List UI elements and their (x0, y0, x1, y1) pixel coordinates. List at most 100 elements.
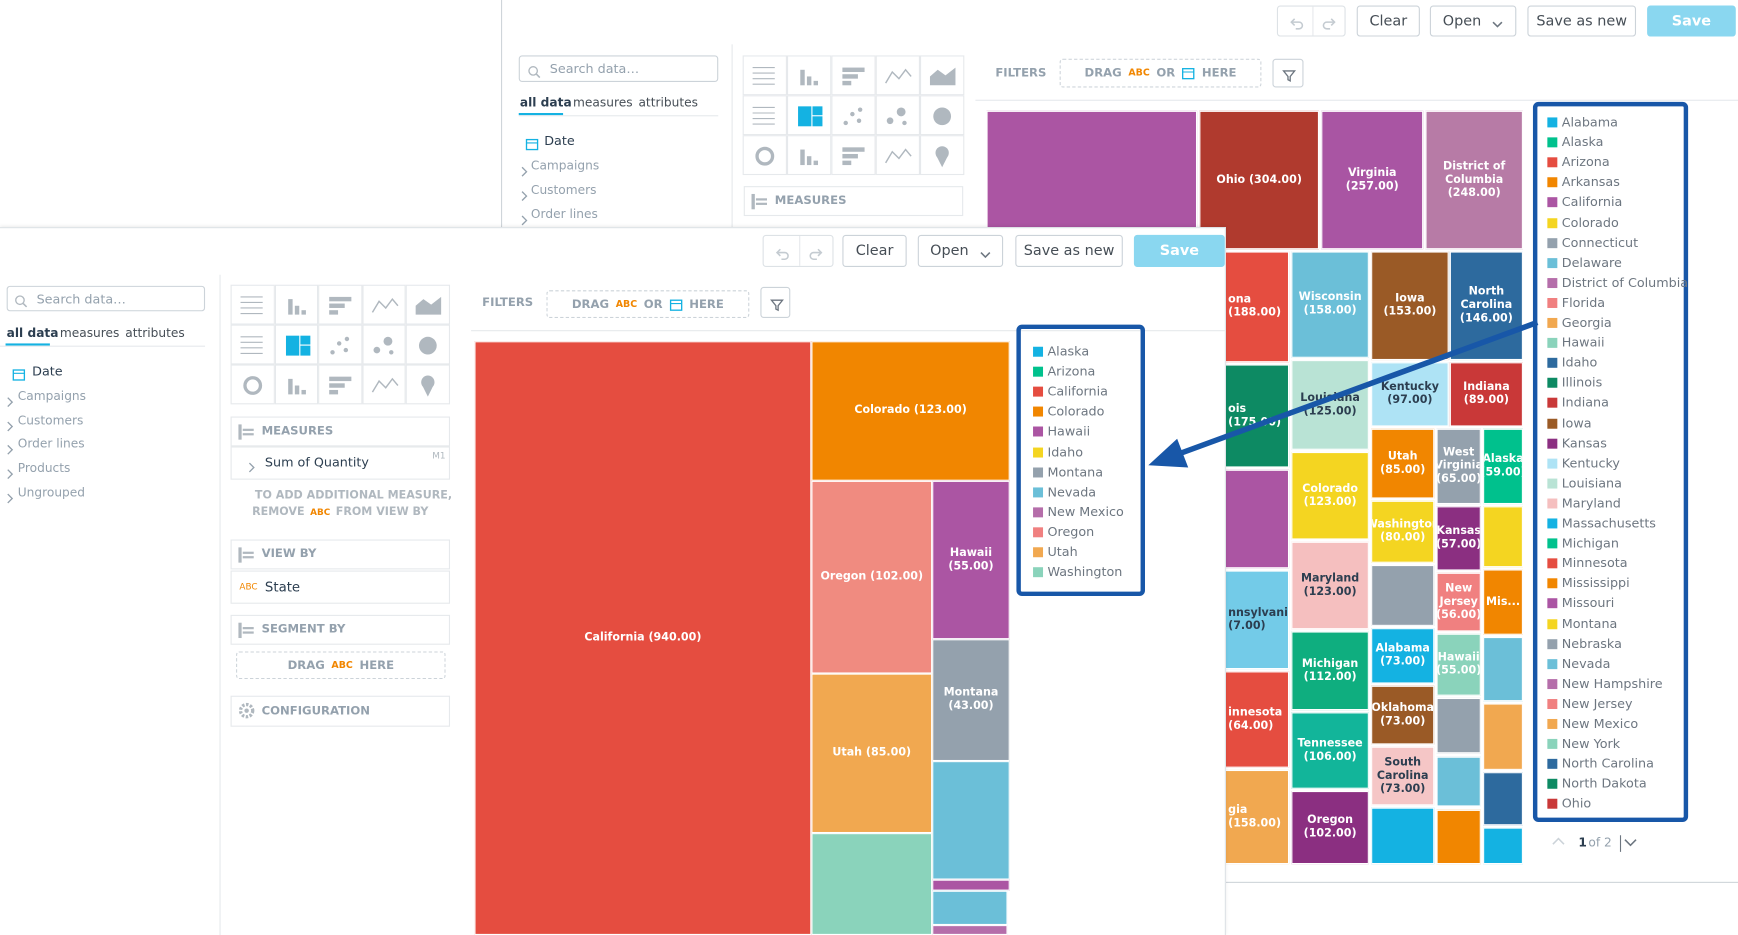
measure-item[interactable] (230, 446, 451, 480)
tree-item[interactable]: Date (544, 132, 575, 149)
tab[interactable]: all data (519, 95, 572, 110)
view-by-item[interactable] (230, 570, 451, 604)
section-header: VIEW BY (261, 547, 317, 561)
legend-label: New Mexico (1561, 715, 1639, 732)
button-label: Save (1159, 242, 1199, 260)
icon-part (535, 73, 541, 79)
icon-part (419, 336, 438, 355)
icon-part (800, 69, 819, 86)
section-header-box (230, 539, 451, 570)
chart-type-button[interactable] (230, 364, 275, 405)
tab[interactable]: all data (6, 325, 59, 341)
tree-item[interactable]: Products (17, 460, 71, 476)
chart-type-button[interactable] (406, 284, 451, 325)
legend-swatch (1547, 739, 1558, 749)
chart-type-button[interactable] (786, 95, 832, 136)
icon-part (287, 378, 306, 395)
icon-part (751, 193, 768, 210)
chart-type-button[interactable] (362, 364, 407, 405)
tab[interactable]: attributes (125, 325, 185, 341)
chart-type-button[interactable] (875, 95, 920, 136)
button[interactable]: Save (1133, 234, 1225, 267)
chart-type-button[interactable] (919, 135, 965, 176)
drop-zone[interactable]: DRAG ABC HERE (236, 651, 446, 680)
icon-part (751, 193, 768, 210)
button[interactable]: Save as new (1015, 234, 1123, 267)
chevron-right (247, 456, 256, 473)
chart-type-button[interactable] (786, 55, 832, 96)
chart-type-button[interactable] (919, 95, 965, 136)
search-input[interactable] (518, 55, 719, 82)
chart-type-button[interactable] (406, 364, 451, 405)
tree-item[interactable]: Ungrouped (17, 485, 86, 500)
redo-icon (1322, 14, 1338, 30)
chart-type-button[interactable] (318, 284, 363, 325)
tab[interactable]: attributes (638, 95, 698, 110)
section-icon (238, 423, 254, 440)
chart-type-button[interactable] (230, 324, 275, 365)
icon-part (285, 335, 299, 356)
icon-part (242, 428, 254, 431)
chart-type-button[interactable] (831, 55, 876, 96)
tree-item[interactable]: Date (32, 363, 63, 379)
chart-type-button[interactable] (742, 95, 787, 136)
icon-part (1492, 21, 1503, 28)
tree-item[interactable]: Order lines (530, 207, 598, 222)
chart-type-button[interactable] (786, 135, 832, 176)
icon-part (7, 469, 14, 480)
chart-type-button[interactable] (274, 284, 319, 325)
icon-part (842, 67, 865, 73)
chart-type-button[interactable] (831, 95, 876, 136)
chart-type-button[interactable] (875, 55, 920, 96)
search-input[interactable] (6, 285, 206, 312)
undo-redo[interactable] (1276, 5, 1346, 37)
tab[interactable]: measures (59, 325, 120, 341)
icon-part (528, 66, 539, 76)
button[interactable]: Open (917, 234, 1004, 267)
chart-type-button[interactable] (406, 324, 451, 365)
chart-type-button[interactable] (318, 324, 363, 365)
drop-zone[interactable]: DRAG ABC OR HERE (546, 290, 750, 318)
section-icon (238, 621, 254, 639)
drop-zone[interactable]: DRAG ABC OR HERE (1059, 58, 1262, 88)
icon-part (371, 297, 399, 313)
filter-button[interactable] (760, 286, 791, 318)
undo-redo[interactable] (762, 234, 834, 267)
icon-part (248, 462, 255, 473)
chart-type-button[interactable] (831, 135, 876, 176)
chart-type-button[interactable] (274, 364, 319, 405)
icon-part (1282, 70, 1297, 82)
tab[interactable]: measures (573, 95, 633, 110)
config-box[interactable] (230, 695, 451, 727)
chart-type-button[interactable] (274, 324, 319, 365)
button[interactable]: Open (1429, 5, 1517, 37)
legend-label: Idaho (1047, 443, 1084, 460)
chart-type-button[interactable] (919, 55, 965, 96)
tree-item[interactable]: Campaigns (530, 158, 600, 173)
legend-label: Montana (1561, 615, 1618, 631)
chart-type-button[interactable] (318, 364, 363, 405)
button[interactable]: Save as new (1527, 5, 1637, 37)
chart-type-button[interactable] (362, 324, 407, 365)
button[interactable]: Clear (842, 234, 907, 267)
icon-part (755, 198, 768, 201)
icon-part (287, 378, 306, 395)
tree-item[interactable]: Customers (530, 182, 597, 198)
tree-item[interactable]: Customers (17, 413, 84, 428)
section-header: CONFIGURATION (261, 704, 371, 718)
button[interactable]: Save (1647, 5, 1736, 37)
legend-label: Indiana (1561, 394, 1609, 411)
chart-type-button[interactable] (362, 284, 407, 325)
chart-type-button[interactable] (875, 135, 920, 176)
chart-type-button[interactable] (230, 284, 275, 325)
chart-type-icon (877, 56, 919, 94)
icon-part (238, 702, 255, 719)
chart-type-button[interactable] (742, 135, 787, 176)
tree-item[interactable]: Order lines (17, 436, 85, 451)
legend-swatch (1547, 759, 1558, 770)
button[interactable]: Clear (1356, 5, 1420, 37)
filter-button[interactable] (1272, 58, 1304, 88)
icon-part (842, 67, 865, 86)
chart-type-button[interactable] (742, 55, 787, 96)
tree-item[interactable]: Campaigns (17, 388, 87, 404)
